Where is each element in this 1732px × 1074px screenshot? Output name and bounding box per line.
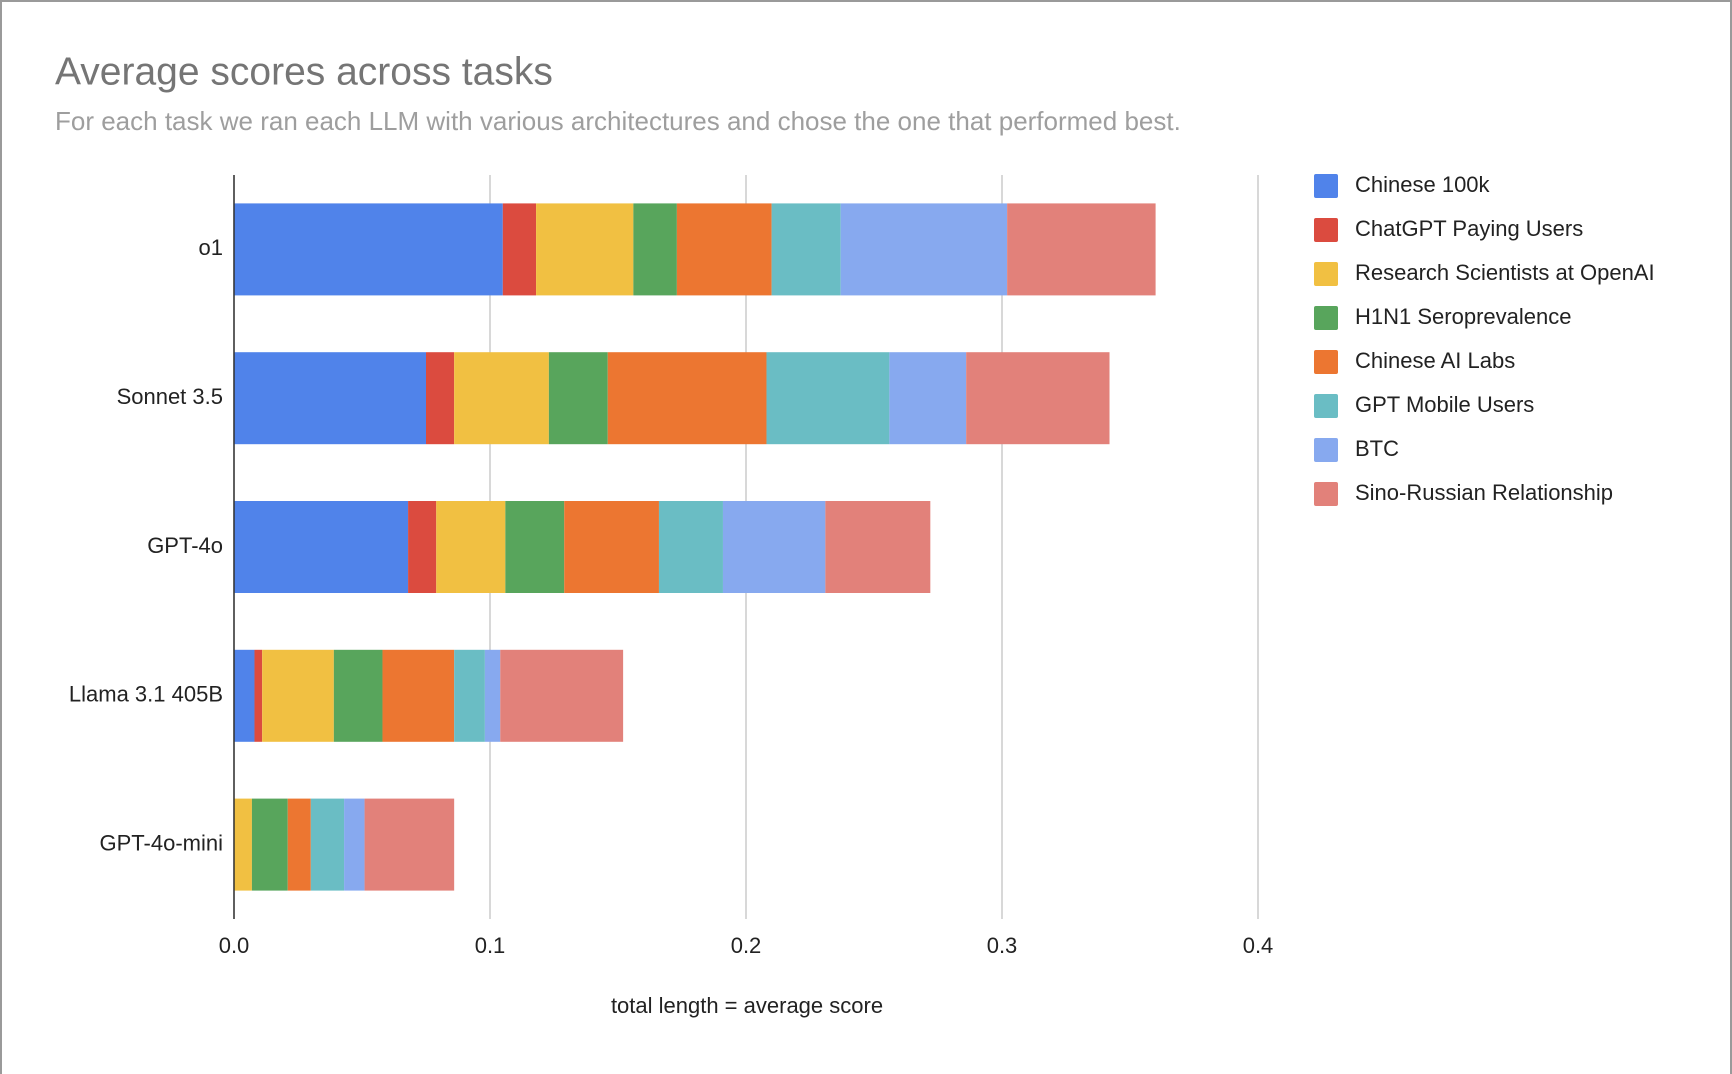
legend-label: Research Scientists at OpenAI bbox=[1355, 260, 1655, 285]
bar-segment bbox=[676, 203, 772, 296]
bar-segment bbox=[840, 203, 1008, 296]
x-tick-label: 0.0 bbox=[219, 933, 250, 958]
bar-segment bbox=[454, 649, 485, 742]
bar-segment bbox=[766, 352, 890, 445]
x-tick-label: 0.1 bbox=[475, 933, 506, 958]
bar-segment bbox=[234, 203, 503, 296]
bar-segment bbox=[234, 649, 255, 742]
bar-segment bbox=[722, 501, 826, 593]
bar-segment bbox=[1007, 203, 1156, 296]
bar-segment bbox=[234, 798, 252, 891]
bar-segment bbox=[234, 501, 409, 593]
legend-swatch bbox=[1314, 350, 1338, 374]
bar-segment bbox=[889, 352, 967, 445]
legend-swatch bbox=[1314, 482, 1338, 506]
chart-title: Average scores across tasks bbox=[55, 50, 553, 93]
bar-segment bbox=[607, 352, 767, 445]
y-tick-label: o1 bbox=[199, 235, 223, 260]
bar-segment bbox=[825, 501, 931, 593]
bar-segment bbox=[234, 352, 426, 445]
bar-segment bbox=[287, 798, 311, 891]
bar-segment bbox=[262, 649, 334, 742]
bar-segment bbox=[382, 649, 455, 742]
bar-segment bbox=[505, 501, 565, 593]
bar-segment bbox=[966, 352, 1110, 445]
legend-swatch bbox=[1314, 174, 1338, 198]
bar-segment bbox=[426, 352, 455, 445]
bar-segment bbox=[364, 798, 455, 891]
bar-segment bbox=[500, 649, 624, 742]
bar-segment bbox=[344, 798, 365, 891]
legend-label: Chinese 100k bbox=[1355, 172, 1491, 197]
x-tick-label: 0.2 bbox=[731, 933, 762, 958]
chart-subtitle: For each task we ran each LLM with vario… bbox=[55, 106, 1181, 136]
legend-label: H1N1 Seroprevalence bbox=[1355, 304, 1571, 329]
legend-label: Sino-Russian Relationship bbox=[1355, 480, 1613, 505]
x-tick-label: 0.3 bbox=[987, 933, 1018, 958]
bar-segment bbox=[564, 501, 659, 593]
bar-segment bbox=[658, 501, 723, 593]
legend-swatch bbox=[1314, 306, 1338, 330]
y-tick-label: GPT-4o-mini bbox=[100, 830, 223, 855]
bar-segment bbox=[454, 352, 549, 445]
x-axis-title: total length = average score bbox=[611, 993, 883, 1018]
legend-swatch bbox=[1314, 438, 1338, 462]
legend-swatch bbox=[1314, 218, 1338, 242]
bar-segment bbox=[536, 203, 634, 296]
y-tick-label: GPT-4o bbox=[147, 533, 223, 558]
bar-segment bbox=[436, 501, 506, 593]
legend-swatch bbox=[1314, 262, 1338, 286]
legend-label: ChatGPT Paying Users bbox=[1355, 216, 1583, 241]
legend-label: Chinese AI Labs bbox=[1355, 348, 1515, 373]
legend-label: BTC bbox=[1355, 436, 1399, 461]
y-tick-label: Sonnet 3.5 bbox=[117, 384, 223, 409]
bar-segment bbox=[310, 798, 345, 891]
legend-label: GPT Mobile Users bbox=[1355, 392, 1534, 417]
y-tick-label: Llama 3.1 405B bbox=[69, 682, 223, 707]
bar-segment bbox=[633, 203, 677, 296]
bar-segment bbox=[502, 203, 537, 296]
bar-segment bbox=[333, 649, 383, 742]
bar-segment bbox=[484, 649, 501, 742]
bar-segment bbox=[408, 501, 437, 593]
bar-segment bbox=[251, 798, 288, 891]
bar-segment bbox=[771, 203, 841, 296]
bar-segment bbox=[254, 649, 263, 742]
legend-swatch bbox=[1314, 394, 1338, 418]
bar-segment bbox=[548, 352, 608, 445]
x-tick-label: 0.4 bbox=[1243, 933, 1274, 958]
